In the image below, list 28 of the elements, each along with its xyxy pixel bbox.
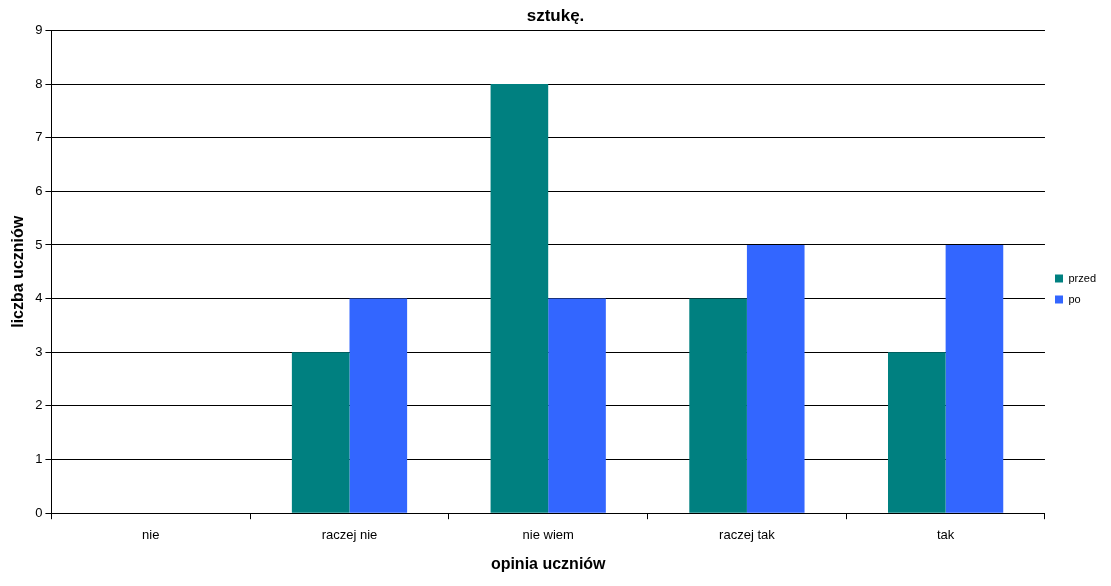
y-tick-label: 7 [35,129,43,145]
x-tick-label: tak [936,526,955,542]
bar [888,352,946,513]
bar [689,298,747,513]
x-axis-title: opinia uczniów [490,554,607,572]
chart-title: sztukę. [526,5,585,25]
legend-label: przed [1068,271,1097,284]
y-axis-title: liczba uczniów [9,215,27,328]
y-tick-label: 3 [35,343,43,359]
y-tick-label: 4 [35,290,43,306]
bar [490,84,549,513]
y-tick-label: 5 [35,236,43,252]
x-tick-label: nie wiem [522,526,574,542]
bar [349,298,408,513]
bar [548,298,606,513]
y-tick-label: 0 [35,504,43,520]
y-tick-label: 1 [35,451,43,467]
y-tick-label: 8 [35,75,43,91]
legend-label: po [1068,292,1081,305]
y-tick-label: 9 [35,21,43,37]
x-tick-label: raczej tak [719,526,776,542]
y-tick-label: 6 [35,182,43,198]
bar [291,352,350,513]
x-tick-label: nie [142,526,160,542]
y-tick-label: 2 [35,397,43,413]
bar [945,244,1004,513]
x-tick-label: raczej nie [321,526,378,542]
bar [746,244,805,513]
